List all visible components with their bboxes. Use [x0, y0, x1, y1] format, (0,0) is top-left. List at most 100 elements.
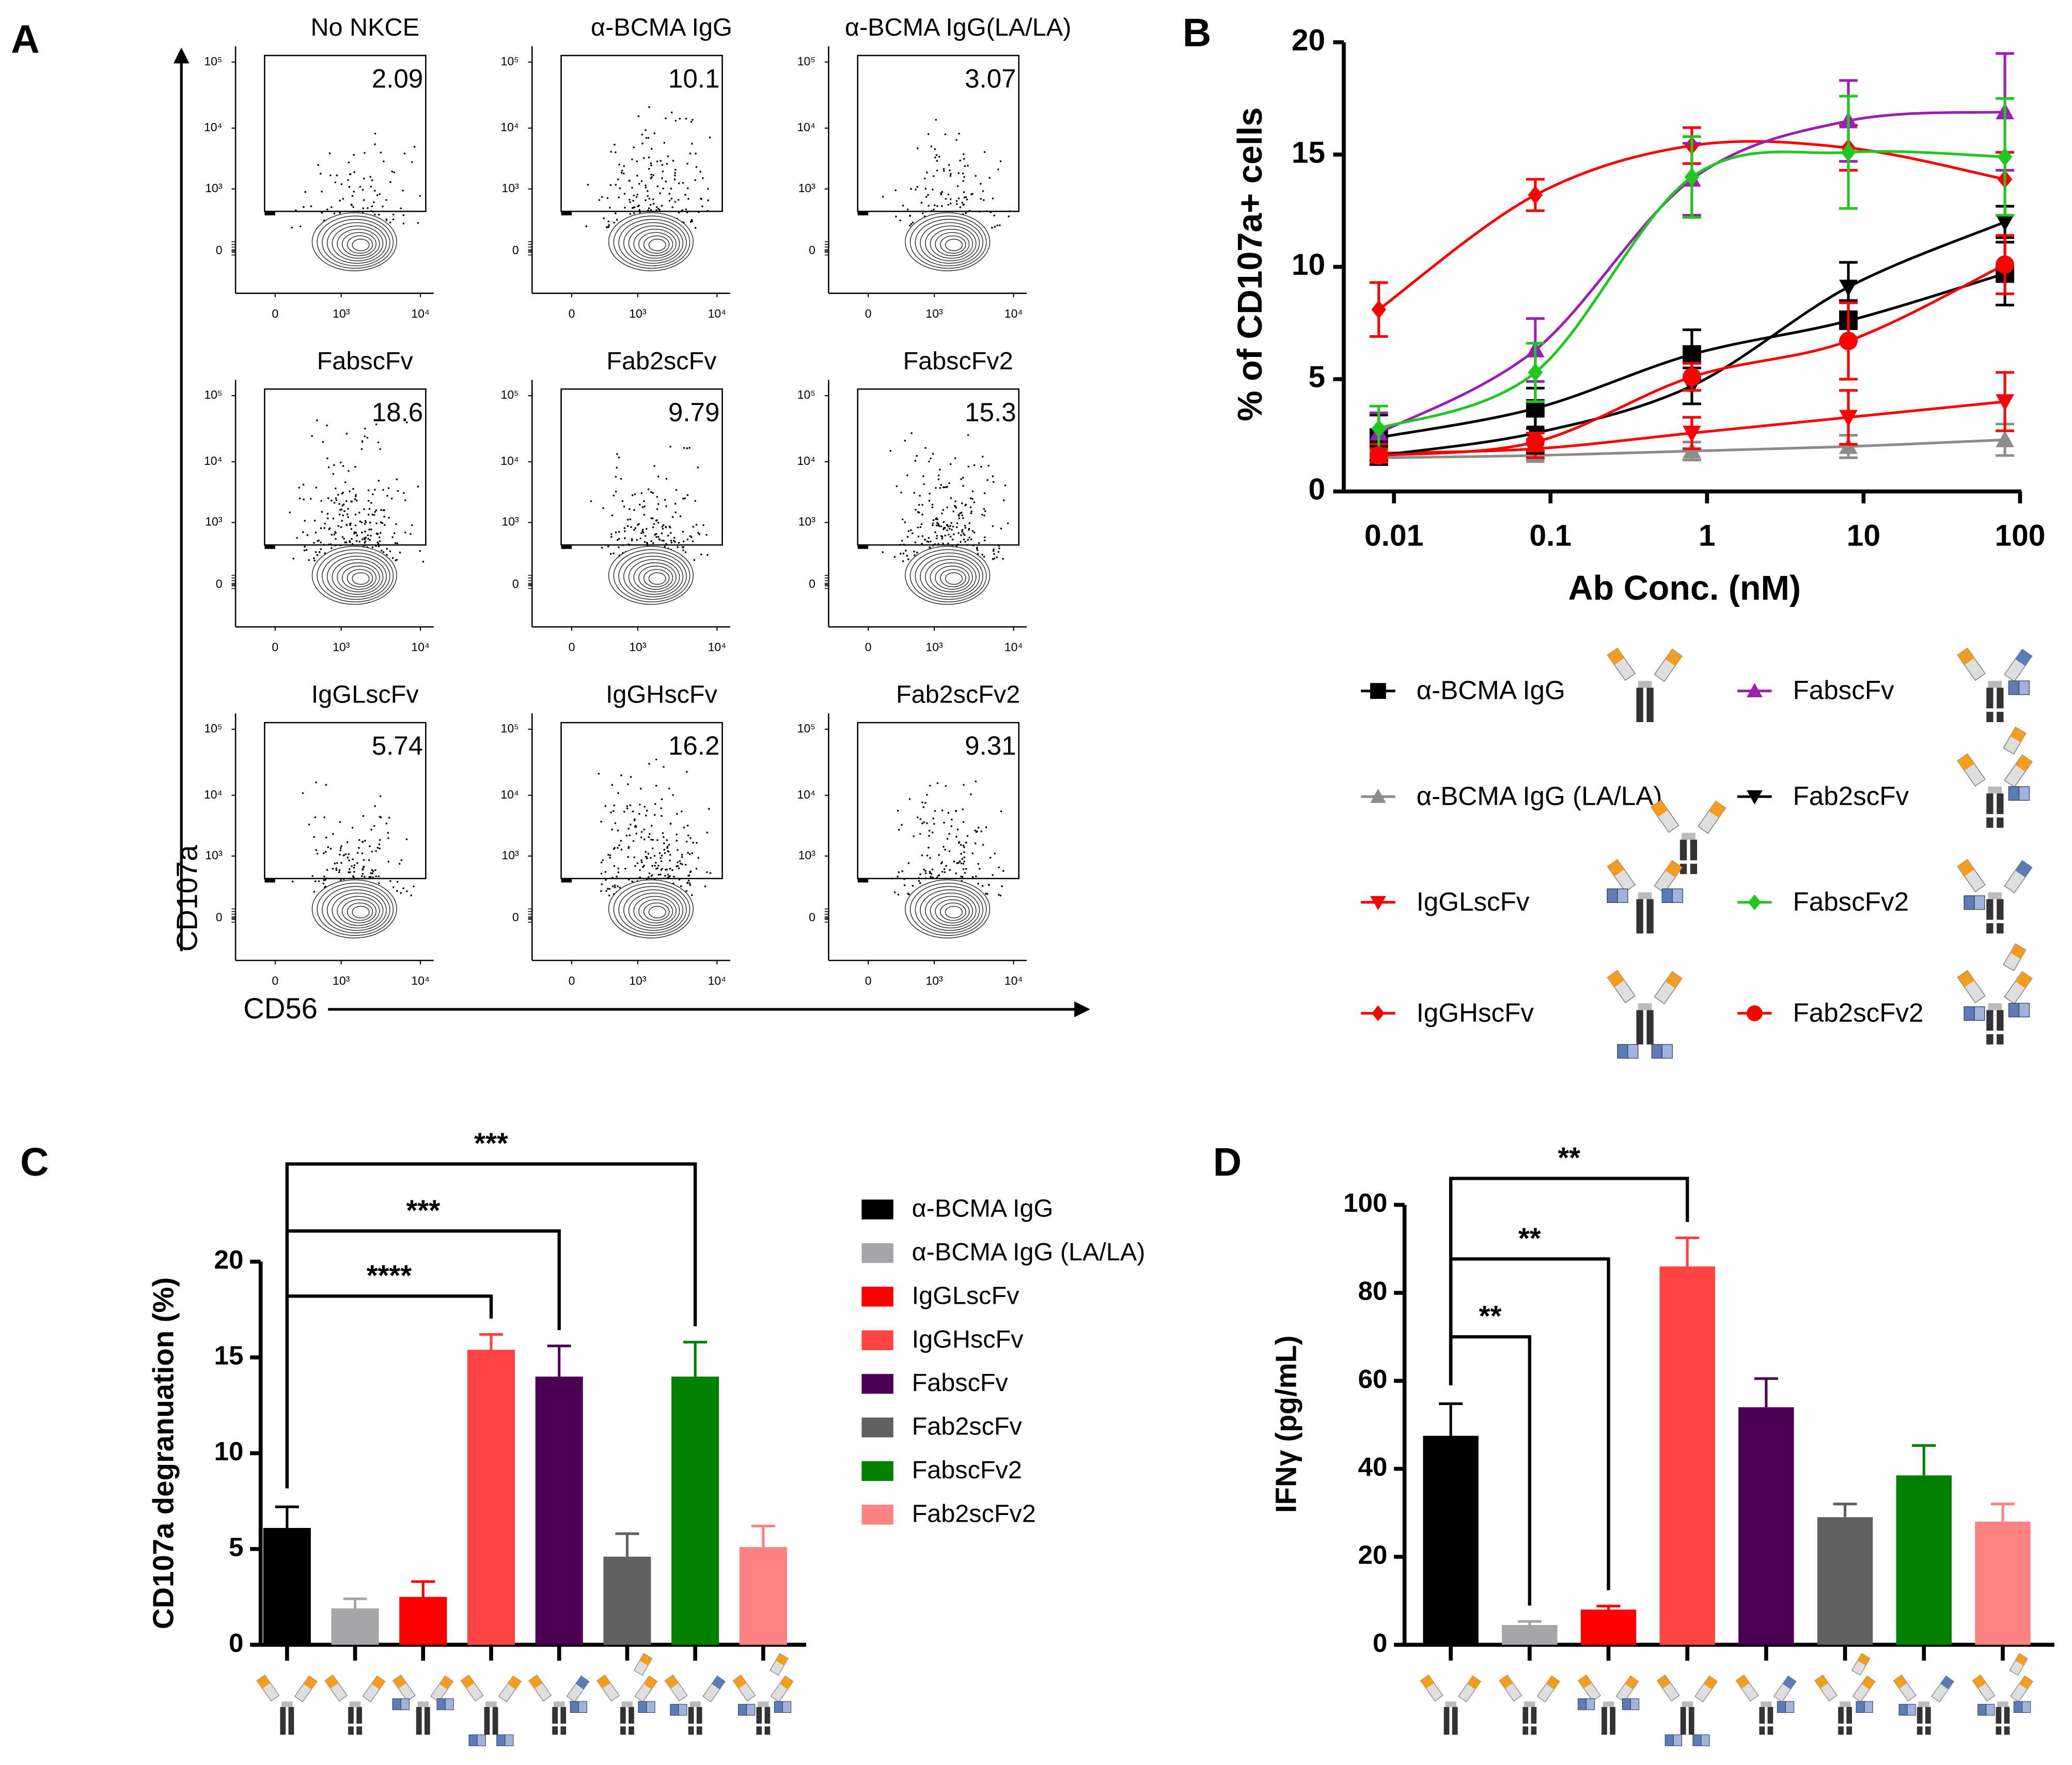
- event-dot: [342, 491, 344, 494]
- event-dot: [639, 537, 642, 540]
- event-dot: [320, 499, 322, 502]
- event-dot: [704, 885, 707, 887]
- event-dot: [915, 189, 917, 191]
- event-dot: [993, 557, 996, 559]
- event-dot: [928, 537, 930, 539]
- event-dot: [925, 793, 928, 796]
- event-dot: [656, 839, 658, 841]
- event-dot: [382, 205, 384, 208]
- scfv-domain: [638, 1701, 647, 1713]
- event-dot: [901, 824, 903, 826]
- event-dot: [999, 160, 1002, 162]
- event-dot: [985, 210, 988, 212]
- legend-label: IgGHscFv: [1417, 998, 1534, 1027]
- event-dot: [396, 542, 398, 544]
- legend-item-igg: α-BCMA IgG: [1361, 647, 1683, 723]
- event-dot: [375, 423, 378, 426]
- event-dot: [355, 532, 357, 534]
- event-dot: [996, 556, 998, 558]
- event-dot: [339, 199, 341, 202]
- y-axis-title: % of CD107a+ cells: [1231, 107, 1269, 421]
- event-dot: [939, 487, 941, 489]
- gate-percentage: 2.09: [372, 64, 423, 93]
- event-dot: [665, 526, 667, 528]
- event-dot: [373, 190, 376, 192]
- event-dot: [410, 533, 412, 535]
- fc-chain: [1997, 899, 2004, 934]
- event-dot: [349, 173, 352, 176]
- event-dot: [349, 524, 351, 526]
- event-dot: [1009, 210, 1011, 212]
- event-dot: [610, 533, 613, 535]
- event-dot: [347, 856, 349, 858]
- y-tick-label: 0: [1308, 473, 1325, 506]
- event-dot: [645, 137, 648, 139]
- variable-domain: [325, 1675, 339, 1689]
- scfv-domain: [1777, 1701, 1786, 1713]
- panel-label-d: D: [1213, 1141, 1242, 1184]
- event-dot: [325, 877, 327, 880]
- event-dot: [902, 552, 904, 555]
- event-dot: [315, 551, 317, 553]
- legend-item-fab2scfv2: Fab2scFv2: [1737, 943, 2033, 1045]
- event-dot: [632, 810, 634, 813]
- event-dot: [630, 776, 632, 778]
- scfv-domain: [1577, 1698, 1587, 1710]
- lala-mutation: [552, 1723, 567, 1727]
- event-dot: [882, 551, 884, 553]
- event-dot: [339, 847, 342, 849]
- event-dot: [364, 523, 366, 525]
- event-dot: [657, 865, 660, 867]
- contour-line: [311, 879, 397, 939]
- event-dot: [362, 815, 365, 817]
- contour-line: [347, 235, 373, 254]
- lala-mutation: [1679, 860, 1698, 864]
- event-dot: [610, 536, 613, 538]
- event-dot: [949, 175, 952, 177]
- event-dot: [971, 852, 974, 854]
- event-dot: [907, 530, 910, 533]
- event-dot: [340, 862, 342, 864]
- event-dot: [348, 853, 350, 855]
- event-dot: [322, 441, 324, 443]
- event-dot: [955, 203, 958, 205]
- fc-chain: [492, 1707, 498, 1735]
- event-dot: [660, 860, 663, 863]
- event-dot: [614, 886, 616, 888]
- event-dot: [651, 847, 654, 850]
- event-dot: [997, 551, 1000, 553]
- y-tick-label: 60: [1358, 1364, 1387, 1394]
- circle-marker: [1747, 1005, 1763, 1022]
- event-dot: [375, 850, 377, 852]
- event-dot: [334, 544, 337, 546]
- event-dot: [368, 876, 370, 878]
- event-dot: [404, 499, 406, 502]
- event-dot: [618, 163, 620, 166]
- event-dot: [954, 505, 956, 508]
- event-dot: [345, 500, 348, 502]
- event-dot: [347, 508, 349, 510]
- contour-line: [648, 239, 666, 252]
- variable-domain: [1815, 1675, 1829, 1689]
- event-dot: [631, 158, 633, 161]
- scfv-domain: [2008, 786, 2020, 801]
- event-dot: [971, 876, 974, 878]
- variable-domain: [1607, 970, 1625, 988]
- scfv-domain: [392, 1698, 401, 1710]
- event-dot: [367, 207, 369, 209]
- event-dot: [363, 508, 365, 510]
- event-dot: [694, 179, 696, 181]
- event-dot: [315, 849, 318, 851]
- event-dot: [663, 540, 665, 542]
- x-tick-label: 10³: [629, 307, 647, 320]
- event-dot: [314, 880, 317, 882]
- event-dot: [645, 199, 647, 201]
- legend-item-fab2scfv: Fab2scFv: [1737, 726, 2033, 828]
- diamond-marker: [1528, 185, 1543, 205]
- event-dot: [961, 514, 964, 517]
- scfv-domain: [1627, 1044, 1639, 1059]
- y-tick-label: 10³: [501, 181, 519, 195]
- event-dot: [931, 524, 934, 526]
- event-dot: [302, 531, 304, 534]
